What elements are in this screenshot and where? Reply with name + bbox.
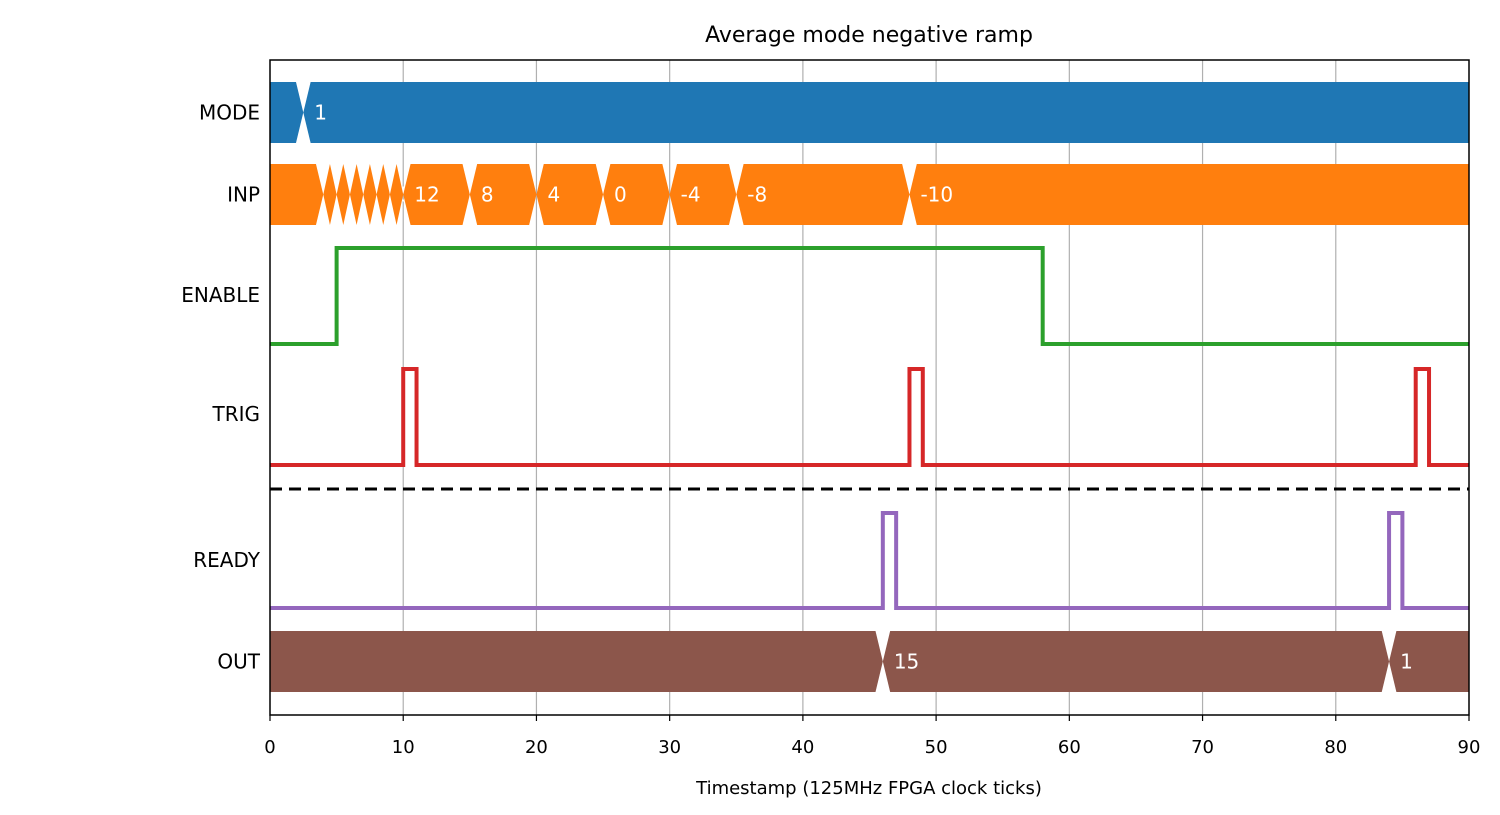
bus-value-label: -4 [681,183,701,207]
bus-segment [270,164,324,225]
signal-trace [270,367,1469,467]
signal-label: TRIG [211,402,260,426]
bus-value-label: 4 [547,183,560,207]
bus-segment [270,82,304,143]
x-tick-label: 30 [658,737,681,758]
bus-value-label: 1 [314,101,327,125]
bus-segment [603,164,670,225]
bus-value-label: 0 [614,183,627,207]
signal-labels: MODE INP ENABLE TRIG READY OUT [181,101,261,674]
bus-segment [270,631,883,692]
bus-segment [669,164,737,225]
signal-label: INP [227,183,260,207]
x-tick-label: 70 [1191,737,1214,758]
bus-value-label: -8 [747,183,767,207]
x-axis-label: Timestamp (125MHz FPGA clock ticks) [695,778,1042,799]
x-tick-label: 10 [392,737,415,758]
bus-segment [909,164,1469,225]
x-tick-label: 0 [264,737,275,758]
bus-segment [882,631,1390,692]
signal-trace [270,246,1469,346]
bus-value-label: -10 [920,183,953,207]
bus-segment [1389,631,1469,692]
bus-segment [363,164,377,225]
bus-segment [469,164,537,225]
bus-segment [389,164,404,225]
plot-frame [269,59,1470,716]
bus-segment [336,164,350,225]
bus-segment [736,164,910,225]
x-tick-label: 20 [525,737,548,758]
bus-segment [536,164,604,225]
signal-label: OUT [217,650,260,674]
signal-label: MODE [199,101,260,125]
bus-segment [349,164,364,225]
chart-title: Average mode negative ramp [705,23,1033,48]
bus-value-label: 12 [414,183,439,207]
bus-segment [323,164,337,225]
grid-lines [402,60,1337,715]
x-tick-label: 90 [1458,737,1481,758]
bus-segment [403,164,470,225]
x-tick-label: 60 [1058,737,1081,758]
x-axis: 0 10 20 30 40 50 60 70 80 90 [264,715,1480,758]
bus-value-label: 1 [1400,650,1413,674]
bus-value-label: 8 [481,183,494,207]
x-tick-label: 40 [791,737,814,758]
bus-value-label: 15 [894,650,919,674]
signal-trace [270,511,1469,610]
x-tick-label: 80 [1324,737,1347,758]
bus-segment [303,82,1469,143]
bus-segment [376,164,390,225]
signal-label: ENABLE [181,283,260,307]
signal-label: READY [193,548,261,572]
x-tick-label: 50 [925,737,948,758]
